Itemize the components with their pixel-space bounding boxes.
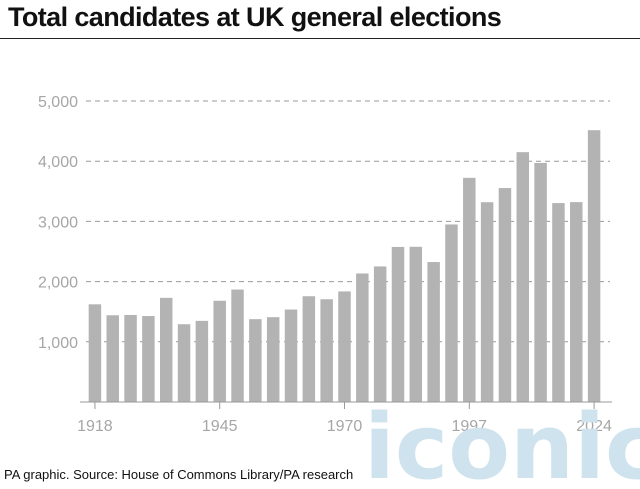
bar-1935: [195, 320, 209, 402]
bar-1970: [338, 291, 351, 402]
bar-1922: [106, 315, 119, 402]
bar-1955: [266, 317, 280, 402]
bar-1918: [88, 304, 102, 402]
bar-1964: [302, 296, 316, 402]
y-tick-label: 1,000: [38, 335, 78, 352]
bar-1992: [445, 224, 458, 402]
y-tick-label: 2,000: [38, 275, 78, 292]
bar-1997: [463, 177, 476, 402]
bar-1924: [142, 316, 155, 402]
chart-title: Total candidates at UK general elections: [8, 2, 502, 32]
bar-1974-feb: [356, 273, 369, 402]
bar-1974-oct: [373, 266, 387, 402]
bar-1929: [159, 297, 173, 402]
x-tick-label: 1945: [202, 418, 238, 435]
bar-1931: [177, 324, 191, 402]
bar-1950: [231, 289, 244, 402]
title-rule: [0, 38, 640, 39]
bar-1966: [320, 299, 333, 402]
bar-2024: [587, 130, 601, 402]
y-tick-label: 3,000: [38, 214, 78, 231]
bar-2015: [534, 162, 547, 402]
bar-2017: [552, 203, 565, 402]
bar-1983: [409, 246, 423, 402]
x-tick-label: 1997: [451, 418, 487, 435]
source-note: PA graphic. Source: House of Commons Lib…: [4, 467, 354, 482]
x-tick-label: 2024: [576, 418, 612, 435]
bar-1959: [284, 309, 298, 402]
bar-1923: [124, 314, 137, 402]
bar-chart: 1,000 2,000 3,000 4,000 5,000 1918 1945 1970 199…: [38, 94, 612, 435]
y-tick-label: 5,000: [38, 94, 78, 111]
bar-1945: [213, 300, 226, 402]
bar-1951: [249, 319, 262, 402]
bar-1987: [427, 262, 440, 402]
x-tick-label: 1970: [327, 418, 363, 435]
bar-2001: [480, 202, 494, 402]
bar-2019: [570, 202, 583, 402]
bar-2005: [498, 188, 512, 402]
x-tick-label: 1918: [77, 418, 113, 435]
y-tick-label: 4,000: [38, 154, 78, 171]
bar-2010: [516, 152, 530, 402]
bar-1979: [391, 246, 405, 402]
